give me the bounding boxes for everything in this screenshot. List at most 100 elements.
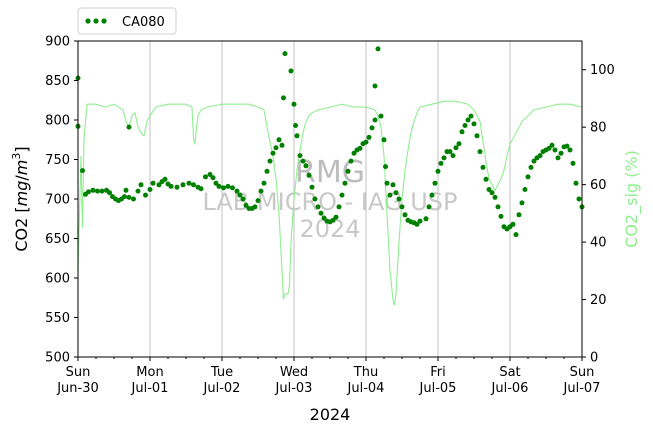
co2-point (126, 124, 132, 130)
co2-point (483, 176, 489, 182)
co2-point (90, 187, 96, 193)
x-tick-label-day: Fri (430, 365, 446, 380)
co2-point (342, 180, 348, 186)
co2-point (414, 221, 420, 227)
co2-point (291, 101, 297, 107)
co2-point (267, 158, 273, 164)
x-tick-label-date: Jul-04 (347, 381, 385, 396)
x-tick-label-day: Wed (280, 365, 308, 380)
co2-point (402, 212, 408, 218)
co2-point (336, 204, 342, 210)
co2-point (293, 123, 298, 128)
co2-point (558, 150, 564, 156)
co2-point (318, 210, 324, 216)
x-tick-label-date: Jun-30 (56, 381, 99, 396)
co2-point (567, 147, 573, 153)
co2-point (510, 221, 516, 227)
co2-point (369, 125, 375, 131)
co2-point (147, 187, 153, 192)
co2-point (357, 145, 363, 151)
co2-point (237, 192, 243, 198)
co2-point (143, 192, 148, 198)
co2-point (426, 204, 432, 210)
co2-point (315, 204, 321, 210)
co2-point (135, 188, 141, 194)
co2-point (423, 216, 429, 222)
co2-point (570, 160, 576, 166)
x-tick-label-date: Jul-02 (203, 381, 241, 396)
co2-point (537, 153, 543, 159)
co2-point (230, 185, 235, 191)
co2-point (123, 187, 129, 193)
co2-point (306, 172, 312, 178)
co2-point (273, 145, 279, 151)
co2-point (203, 174, 208, 180)
co2-point (258, 188, 264, 194)
x-tick-label-day: Mon (136, 365, 163, 380)
co2-point (210, 175, 216, 181)
y-tick-label: 650 (45, 232, 70, 247)
co2-point (396, 196, 402, 202)
y2-tick-label: 100 (590, 63, 615, 78)
co2-point (221, 185, 226, 191)
x-tick-label-date: Jul-03 (275, 381, 313, 396)
x-tick-label-day: Tue (210, 365, 233, 380)
y-tick-label: 800 (45, 114, 70, 129)
co2-point (450, 153, 456, 159)
co2-point (513, 232, 519, 238)
co2-point (516, 212, 522, 218)
co2-point (387, 192, 393, 198)
co2-point (531, 158, 537, 164)
co2-point (495, 204, 501, 210)
co2-point (126, 194, 132, 200)
co2-point (297, 153, 303, 159)
co2-point (480, 164, 486, 170)
co2-point (281, 95, 286, 101)
x-tick-label-day: Sun (570, 365, 595, 380)
left-axis-ticks: 500 550 600 650 700 750 800 850 900 (45, 35, 78, 366)
co2-point (198, 186, 204, 192)
co2-point (345, 168, 351, 174)
co2-sig-line (77, 100, 583, 306)
co2-point (86, 189, 91, 195)
co2-point (270, 150, 276, 156)
x-tick-label-date: Jul-01 (131, 381, 169, 396)
co2-point (393, 190, 399, 196)
co2-point (240, 196, 246, 202)
co2-point (459, 129, 465, 135)
co2-point (441, 155, 447, 161)
co2-point (573, 180, 579, 186)
watermark-line-3: 2024 (299, 215, 360, 243)
co2-point (438, 160, 444, 166)
co2-point (180, 182, 186, 188)
co2-point (417, 218, 423, 224)
co2-point (213, 180, 219, 186)
co2-point (216, 183, 222, 189)
co2-point (348, 158, 354, 164)
y2-tick-label: 80 (590, 121, 607, 136)
co2-point (339, 192, 345, 198)
co2-point (191, 182, 196, 188)
co2-point (309, 184, 315, 190)
co2-point (390, 182, 396, 188)
co2-point (465, 117, 471, 123)
co2-point (162, 176, 168, 182)
co2-point (131, 196, 136, 202)
right-axis-ticks: 0 20 40 60 80 100 (582, 63, 615, 366)
co2-point (351, 150, 357, 156)
y-tick-label: 850 (45, 74, 70, 89)
co2-point (156, 182, 162, 188)
co2-point (498, 213, 504, 219)
co2-point (492, 194, 498, 200)
co2-point (372, 83, 378, 89)
co2-point (168, 183, 174, 189)
legend-marker-dot (101, 18, 107, 24)
co2-point (294, 133, 300, 139)
x-tick-label-date: Jul-07 (563, 381, 601, 396)
x-axis-ticks: SunJun-30MonJul-01TueJul-02WedJul-03ThuJ… (56, 357, 600, 396)
co2-point (576, 196, 582, 202)
watermark-line-2: LAB MICRO - IAG USP (202, 188, 457, 216)
co2-point (366, 134, 372, 140)
legend-marker-dot (93, 18, 99, 24)
